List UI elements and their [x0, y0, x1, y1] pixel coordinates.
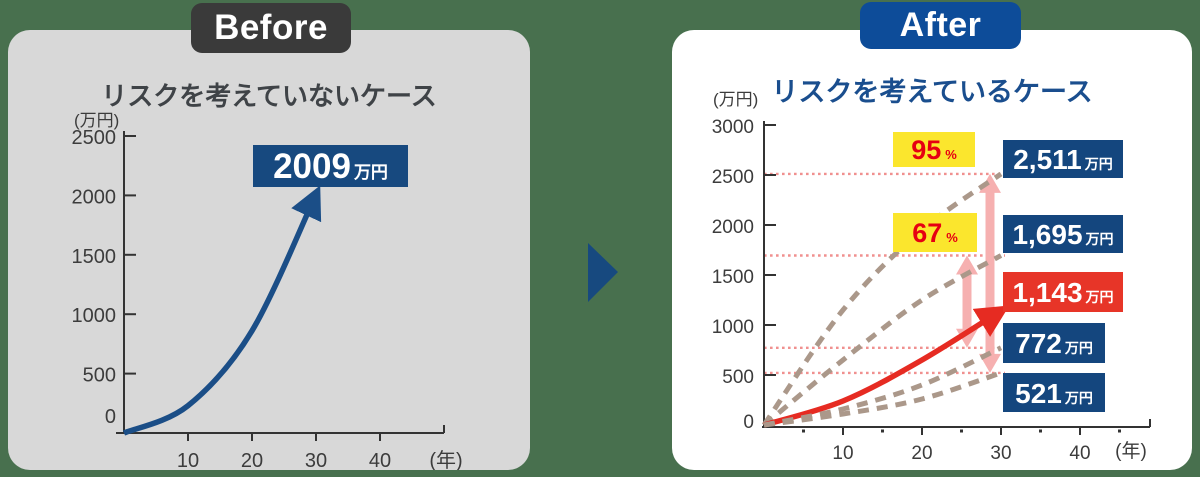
value-number: 521: [1015, 378, 1062, 409]
probability-band-arrow-up-icon: [979, 173, 1001, 193]
y-tick-label: 1000: [712, 317, 754, 338]
percent-icon: %: [946, 230, 958, 245]
projection-curve: [122, 185, 322, 436]
percent-icon: %: [945, 147, 957, 162]
arrow-right-icon: [588, 243, 618, 302]
y-tick-label: 1500: [72, 246, 117, 268]
after-badge: After: [860, 2, 1021, 49]
after-chart-title: リスクを考えているケース: [771, 77, 1093, 107]
x-tick-label: 40: [1069, 443, 1090, 464]
y-tick-label: 2500: [712, 167, 754, 188]
before-chart-svg: 0 500 1000 1500 2000 2500 10 20 30 40 (万円) (年): [72, 111, 463, 470]
probability-band-arrow-shaft: [985, 190, 995, 356]
probability-band-arrow-up-icon: [956, 255, 978, 275]
after-result-lower95: 521 万円: [1003, 373, 1105, 412]
percentile-dashed-curve: [762, 253, 1003, 427]
y-tick-label: 1000: [72, 305, 117, 327]
y-tick-label: 0: [105, 406, 116, 428]
after-result-upper95: 2,511 万円: [1003, 140, 1123, 178]
x-tick-label: 10: [832, 443, 853, 464]
x-tick-label: 20: [911, 443, 932, 464]
y-tick-label: 500: [722, 367, 754, 388]
value-unit: 万円: [1064, 390, 1093, 406]
x-axis-unit-label: (年): [429, 449, 462, 470]
before-chart-title: リスクを考えていないケース: [101, 81, 437, 111]
after-result-median: 1,143 万円: [1003, 272, 1123, 312]
y-tick-label: 0: [743, 412, 754, 433]
before-badge: Before: [191, 3, 351, 53]
y-axis-unit-label: (万円): [713, 90, 758, 109]
probability-95-number: 95: [911, 135, 942, 165]
x-minor-tick: [1118, 429, 1121, 433]
value-number: 1,143: [1012, 277, 1083, 308]
y-tick-label: 2000: [72, 186, 117, 208]
x-minor-tick: [881, 429, 884, 433]
x-tick-label: 40: [369, 450, 391, 470]
value-unit: 万円: [1064, 340, 1093, 356]
y-tick-label: 2500: [72, 127, 117, 149]
probability-band-arrow-shaft: [962, 272, 972, 331]
x-tick-label: 30: [990, 443, 1011, 464]
before-result-value: 2009 万円: [253, 145, 408, 187]
x-tick-label: 30: [305, 450, 327, 470]
x-minor-tick: [960, 429, 963, 433]
value-unit: 万円: [1085, 231, 1114, 247]
y-tick-label: 500: [83, 365, 116, 387]
value-unit: 万円: [1084, 156, 1113, 172]
after-chart-svg: 0 500 1000 1500 2000 2500 3000 10 20 30 40 (万円) (年): [712, 90, 1151, 464]
before-result-number: 2009: [273, 147, 351, 186]
after-result-lower67: 772 万円: [1003, 323, 1105, 363]
value-number: 772: [1015, 328, 1062, 359]
value-unit: 万円: [1085, 289, 1114, 305]
before-panel: 0 500 1000 1500 2000 2500 10 20 30 40 (万円) (年): [8, 30, 530, 470]
x-minor-tick: [802, 429, 805, 433]
y-axis-unit-label: (万円): [74, 111, 119, 130]
x-minor-tick: [1039, 429, 1042, 433]
value-number: 1,695: [1012, 219, 1083, 250]
before-result-unit: 万円: [353, 163, 388, 182]
y-tick-label: 1500: [712, 267, 754, 288]
after-result-upper67: 1,695 万円: [1003, 215, 1123, 253]
probability-label-67: 67 %: [893, 213, 977, 252]
projection-curve: [763, 305, 1010, 428]
x-axis-unit-label: (年): [1115, 440, 1147, 462]
x-tick-label: 10: [177, 450, 199, 470]
probability-label-95: 95 %: [893, 132, 975, 167]
probability-67-number: 67: [912, 218, 943, 248]
percentile-dashed-curve: [763, 370, 1002, 428]
value-number: 2,511: [1013, 144, 1082, 175]
y-tick-label: 3000: [712, 117, 754, 138]
y-tick-label: 2000: [712, 217, 754, 238]
x-tick-label: 20: [241, 450, 263, 470]
